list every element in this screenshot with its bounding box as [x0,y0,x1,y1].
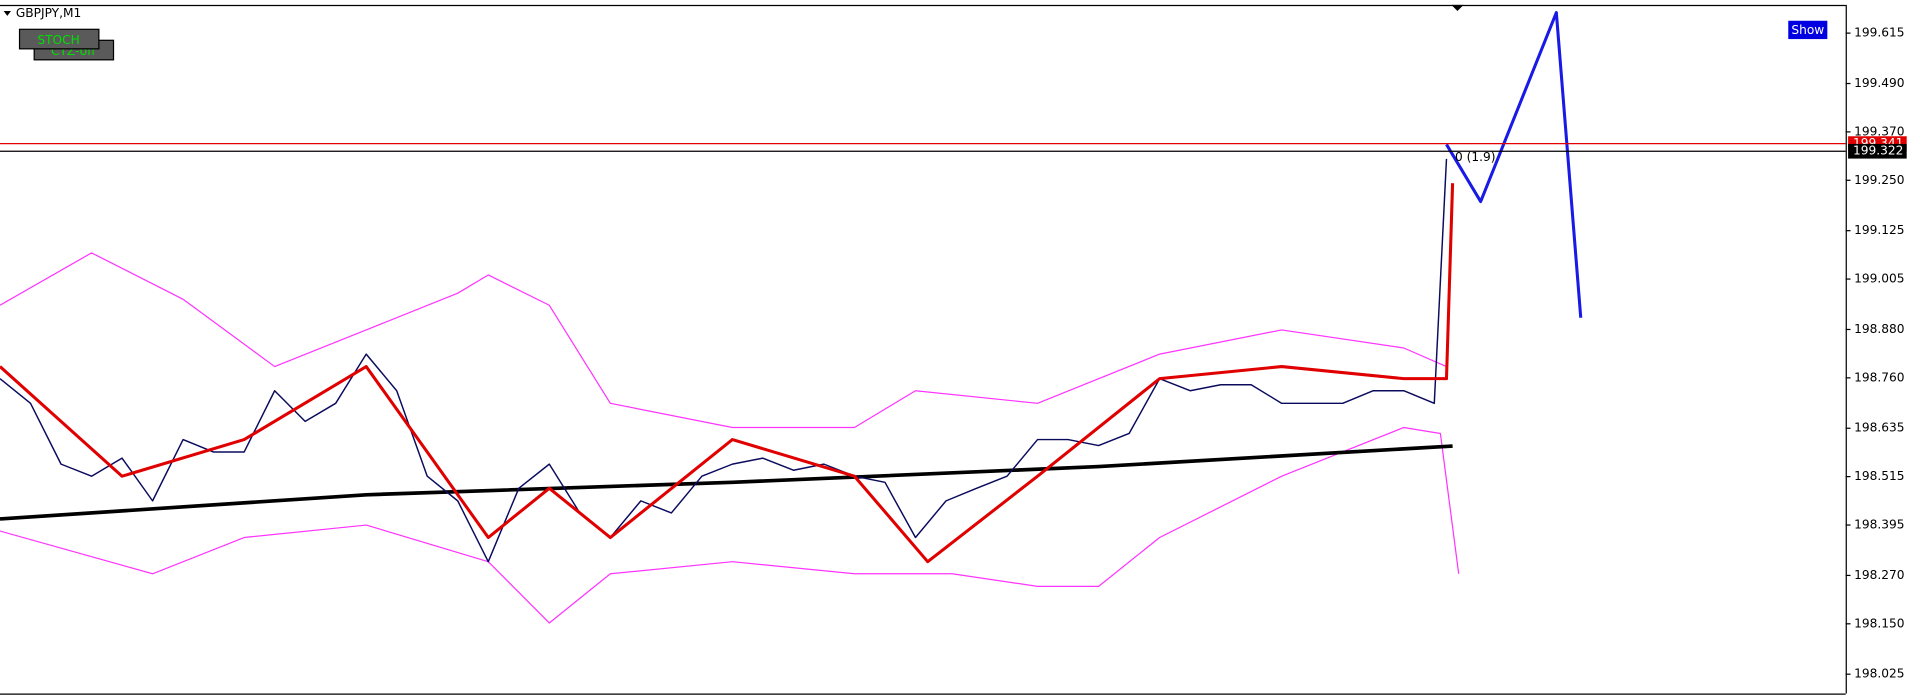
y-tick-label: 199.490 [1854,76,1904,90]
annotation: 0 (1.9) [1455,150,1496,164]
y-tick-label: 198.270 [1854,568,1904,582]
y-tick-label: 198.515 [1854,469,1904,483]
y-tick-label: 199.125 [1854,223,1904,237]
y-tick-label: 199.615 [1854,26,1904,40]
series-line [0,444,1453,521]
price-label-box [1848,143,1907,159]
series-line [0,252,1447,429]
y-tick-label: 198.150 [1854,616,1904,630]
stoch-button-label[interactable]: STOCH [37,33,79,47]
menu-triangle[interactable] [3,10,11,16]
series-line [0,183,1455,564]
y-tick-label: 199.250 [1854,173,1904,187]
chart-title: GBPJPY,M1 [16,6,81,20]
series-line [1445,11,1583,318]
y-tick-label: 198.635 [1854,421,1904,435]
price-label: 199.322 [1853,144,1903,158]
series-line [0,426,1460,624]
show-button-label[interactable]: Show [1791,23,1824,37]
y-tick-label: 198.025 [1854,667,1904,681]
y-tick-label: 198.760 [1854,370,1904,384]
show-button[interactable] [1788,20,1828,40]
y-tick-label: 199.370 [1854,124,1904,138]
y-tick-label: 199.005 [1854,272,1904,286]
stoch-button[interactable] [18,28,100,50]
series-line [0,158,1448,563]
y-tick-label: 198.395 [1854,518,1904,532]
shift-marker [1451,4,1464,11]
y-tick-label: 198.880 [1854,322,1904,336]
